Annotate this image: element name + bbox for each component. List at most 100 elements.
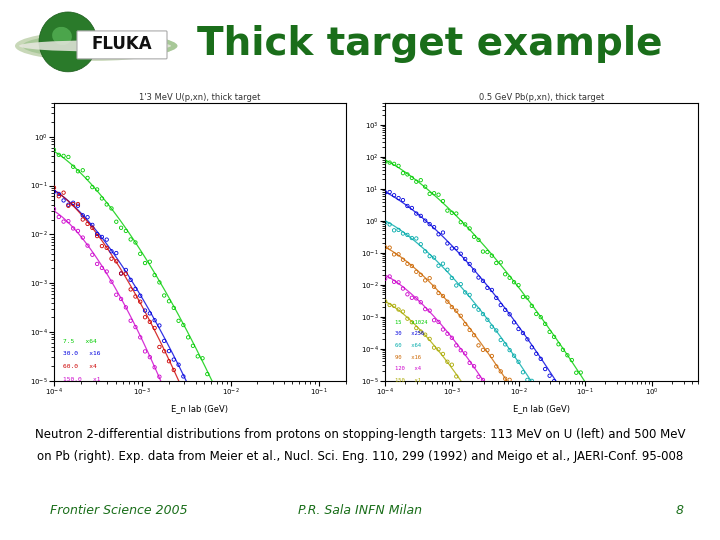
Point <box>384 158 395 167</box>
Point <box>575 418 587 427</box>
Point <box>410 209 422 218</box>
Point <box>82 213 94 221</box>
Point <box>468 302 480 310</box>
Point <box>402 259 413 268</box>
Point <box>508 352 520 360</box>
Point <box>513 325 524 333</box>
Point <box>424 306 436 315</box>
Ellipse shape <box>19 40 171 51</box>
Point <box>482 381 493 389</box>
Point <box>139 313 150 321</box>
Point <box>91 230 103 238</box>
Point <box>464 291 475 299</box>
Point <box>602 463 613 472</box>
Point <box>82 241 94 250</box>
Point <box>451 341 462 350</box>
Point <box>597 505 608 514</box>
Point <box>58 152 69 160</box>
Point <box>535 436 546 445</box>
Point <box>597 409 608 418</box>
Point <box>570 368 582 377</box>
Point <box>495 442 506 450</box>
Point <box>562 434 573 442</box>
Point <box>570 501 582 510</box>
Point <box>468 233 480 241</box>
Text: P.R. Sala INFN Milan: P.R. Sala INFN Milan <box>298 504 422 517</box>
Point <box>115 295 127 303</box>
Point <box>557 389 569 397</box>
Point <box>153 343 165 352</box>
FancyBboxPatch shape <box>77 31 167 59</box>
Point <box>490 294 502 302</box>
Point <box>531 309 542 318</box>
Point <box>149 363 161 372</box>
Point <box>86 183 98 192</box>
Point <box>96 242 108 251</box>
Point <box>91 185 103 194</box>
Point <box>82 220 94 228</box>
Point <box>441 206 453 215</box>
Point <box>173 383 184 391</box>
Point <box>254 490 266 498</box>
Point <box>216 463 228 472</box>
Point <box>393 226 405 234</box>
Ellipse shape <box>39 12 97 72</box>
Point <box>615 436 626 444</box>
Text: Frontier Science 2005: Frontier Science 2005 <box>50 504 188 517</box>
Point <box>580 515 591 524</box>
Point <box>633 468 644 476</box>
Point <box>549 413 560 421</box>
Point <box>517 368 528 376</box>
Point <box>264 515 275 523</box>
Point <box>517 443 528 451</box>
Point <box>384 244 395 252</box>
Point <box>82 173 94 182</box>
Point <box>424 220 436 228</box>
Point <box>397 196 409 205</box>
Point <box>535 476 546 485</box>
Point <box>153 321 165 330</box>
Point <box>384 301 395 309</box>
Point <box>388 191 400 200</box>
Point <box>508 428 520 437</box>
Point <box>584 434 595 442</box>
Point <box>544 407 555 416</box>
Point <box>58 217 69 226</box>
Point <box>477 247 489 256</box>
Point <box>660 516 671 524</box>
Point <box>402 314 413 323</box>
Point <box>500 306 511 314</box>
Point <box>459 255 471 264</box>
Point <box>535 313 546 321</box>
Point <box>415 176 426 185</box>
Point <box>593 491 604 500</box>
Point <box>455 380 467 388</box>
Point <box>513 477 524 485</box>
Point <box>397 284 409 293</box>
Point <box>580 383 591 392</box>
Point <box>500 374 511 383</box>
Point <box>101 244 112 252</box>
Point <box>459 349 471 357</box>
Point <box>402 170 413 179</box>
Point <box>149 271 161 279</box>
Point <box>420 276 431 285</box>
Point <box>410 234 422 243</box>
Point <box>531 427 542 436</box>
Text: 8: 8 <box>676 504 684 517</box>
Point <box>415 298 426 307</box>
Point <box>526 376 538 385</box>
Point <box>77 211 89 220</box>
Point <box>135 333 146 342</box>
Point <box>464 387 475 396</box>
Point <box>187 411 199 420</box>
Point <box>406 174 418 183</box>
Point <box>557 474 569 482</box>
Point <box>202 498 213 507</box>
Point <box>517 406 528 414</box>
Point <box>521 335 533 343</box>
Text: 15   x1024: 15 x1024 <box>395 320 427 325</box>
Point <box>106 204 117 213</box>
Point <box>517 483 528 492</box>
Point <box>144 258 156 266</box>
